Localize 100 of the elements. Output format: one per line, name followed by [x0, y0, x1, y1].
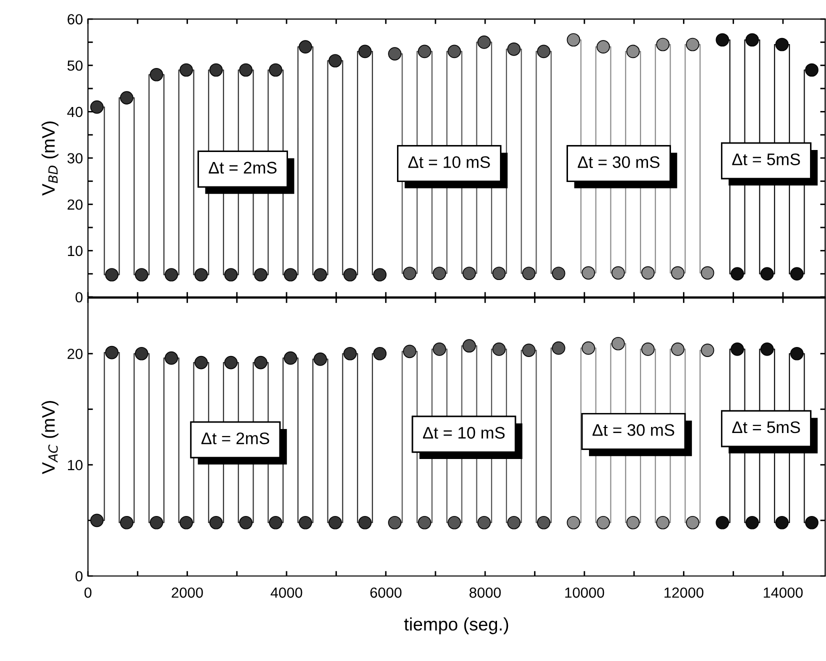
point — [626, 44, 640, 58]
point — [492, 342, 506, 356]
point — [254, 356, 268, 370]
x-axis-title: tiempo (seg.) — [404, 617, 508, 634]
point — [552, 341, 566, 355]
point — [477, 516, 491, 530]
point — [775, 516, 789, 530]
point — [522, 344, 536, 357]
x-tick-label: 6000 — [370, 587, 402, 598]
point — [239, 516, 253, 530]
annotation: Δt = 5mS — [732, 421, 800, 434]
point — [314, 268, 327, 282]
point — [388, 47, 402, 60]
point — [358, 516, 372, 530]
point — [760, 267, 774, 280]
point — [686, 38, 700, 52]
point — [134, 268, 148, 282]
point — [164, 268, 178, 282]
annotation: Δt = 10 mS — [408, 156, 490, 168]
point — [671, 342, 684, 356]
point — [522, 266, 536, 280]
point — [105, 268, 118, 282]
point — [239, 63, 253, 77]
point — [402, 266, 416, 280]
point — [402, 344, 416, 358]
point — [373, 268, 387, 282]
y-axis-title: V$_{BD}$ (mV) — [42, 122, 58, 196]
point — [164, 351, 178, 365]
point — [582, 266, 596, 280]
y-tick-label: 40 — [67, 106, 83, 118]
point — [150, 68, 164, 82]
y-tick-label: 0 — [76, 292, 83, 302]
point — [180, 63, 193, 77]
point — [90, 100, 104, 114]
point — [790, 346, 804, 360]
y-tick-label: 30 — [67, 153, 83, 164]
point — [120, 91, 134, 104]
x-tick-label: 2000 — [172, 587, 203, 598]
point — [268, 63, 282, 77]
point — [298, 516, 312, 530]
point — [700, 266, 714, 280]
point — [746, 516, 759, 530]
point — [328, 54, 342, 68]
point — [105, 346, 118, 360]
point — [582, 341, 596, 355]
y-tick-label: 10 — [68, 460, 83, 470]
point — [730, 342, 744, 356]
point — [775, 38, 789, 52]
point — [760, 342, 774, 356]
point — [552, 266, 566, 280]
point — [418, 516, 432, 530]
point — [268, 516, 282, 530]
y-tick-label: 10 — [68, 246, 83, 256]
annotation: Δt = 2mS — [201, 432, 270, 444]
annotation: Δt = 30 mS — [578, 156, 660, 168]
x-tick-label: 12000 — [664, 587, 704, 598]
point — [746, 33, 759, 47]
point — [462, 266, 476, 280]
point — [432, 266, 446, 280]
y-tick-label: 60 — [68, 14, 83, 24]
y-axis-title: V$_{AC}$ (mV) — [42, 401, 58, 474]
point — [611, 266, 625, 280]
point — [566, 516, 580, 530]
point — [700, 344, 714, 357]
point — [120, 516, 134, 530]
point — [314, 352, 327, 366]
point — [388, 516, 402, 530]
point — [507, 42, 521, 56]
point — [343, 346, 357, 360]
annotation: Δt = 5mS — [732, 153, 800, 166]
point — [343, 268, 357, 282]
point — [716, 516, 730, 530]
point — [611, 336, 625, 350]
point — [284, 268, 298, 282]
point — [730, 267, 744, 280]
point — [671, 266, 684, 280]
point — [686, 516, 700, 530]
point — [373, 346, 387, 360]
point — [790, 267, 804, 280]
point — [716, 33, 730, 47]
point — [805, 516, 818, 530]
annotation: Δt = 10 mS — [422, 426, 505, 439]
annotation: Δt = 2mS — [208, 162, 277, 174]
point — [641, 342, 655, 356]
x-tick-label: 4000 — [270, 587, 302, 598]
point — [656, 516, 670, 530]
point — [284, 351, 298, 365]
point — [537, 516, 550, 530]
point — [90, 514, 104, 528]
point — [448, 516, 462, 530]
point — [194, 268, 208, 282]
point — [134, 346, 148, 360]
point — [462, 339, 476, 353]
point — [507, 516, 521, 530]
y-tick-label: 50 — [67, 60, 83, 71]
point — [492, 266, 506, 280]
annotation: Δt = 30 mS — [592, 424, 674, 436]
y-tick-label: 20 — [68, 348, 83, 360]
y-tick-label: 0 — [76, 571, 83, 582]
point — [805, 63, 818, 77]
